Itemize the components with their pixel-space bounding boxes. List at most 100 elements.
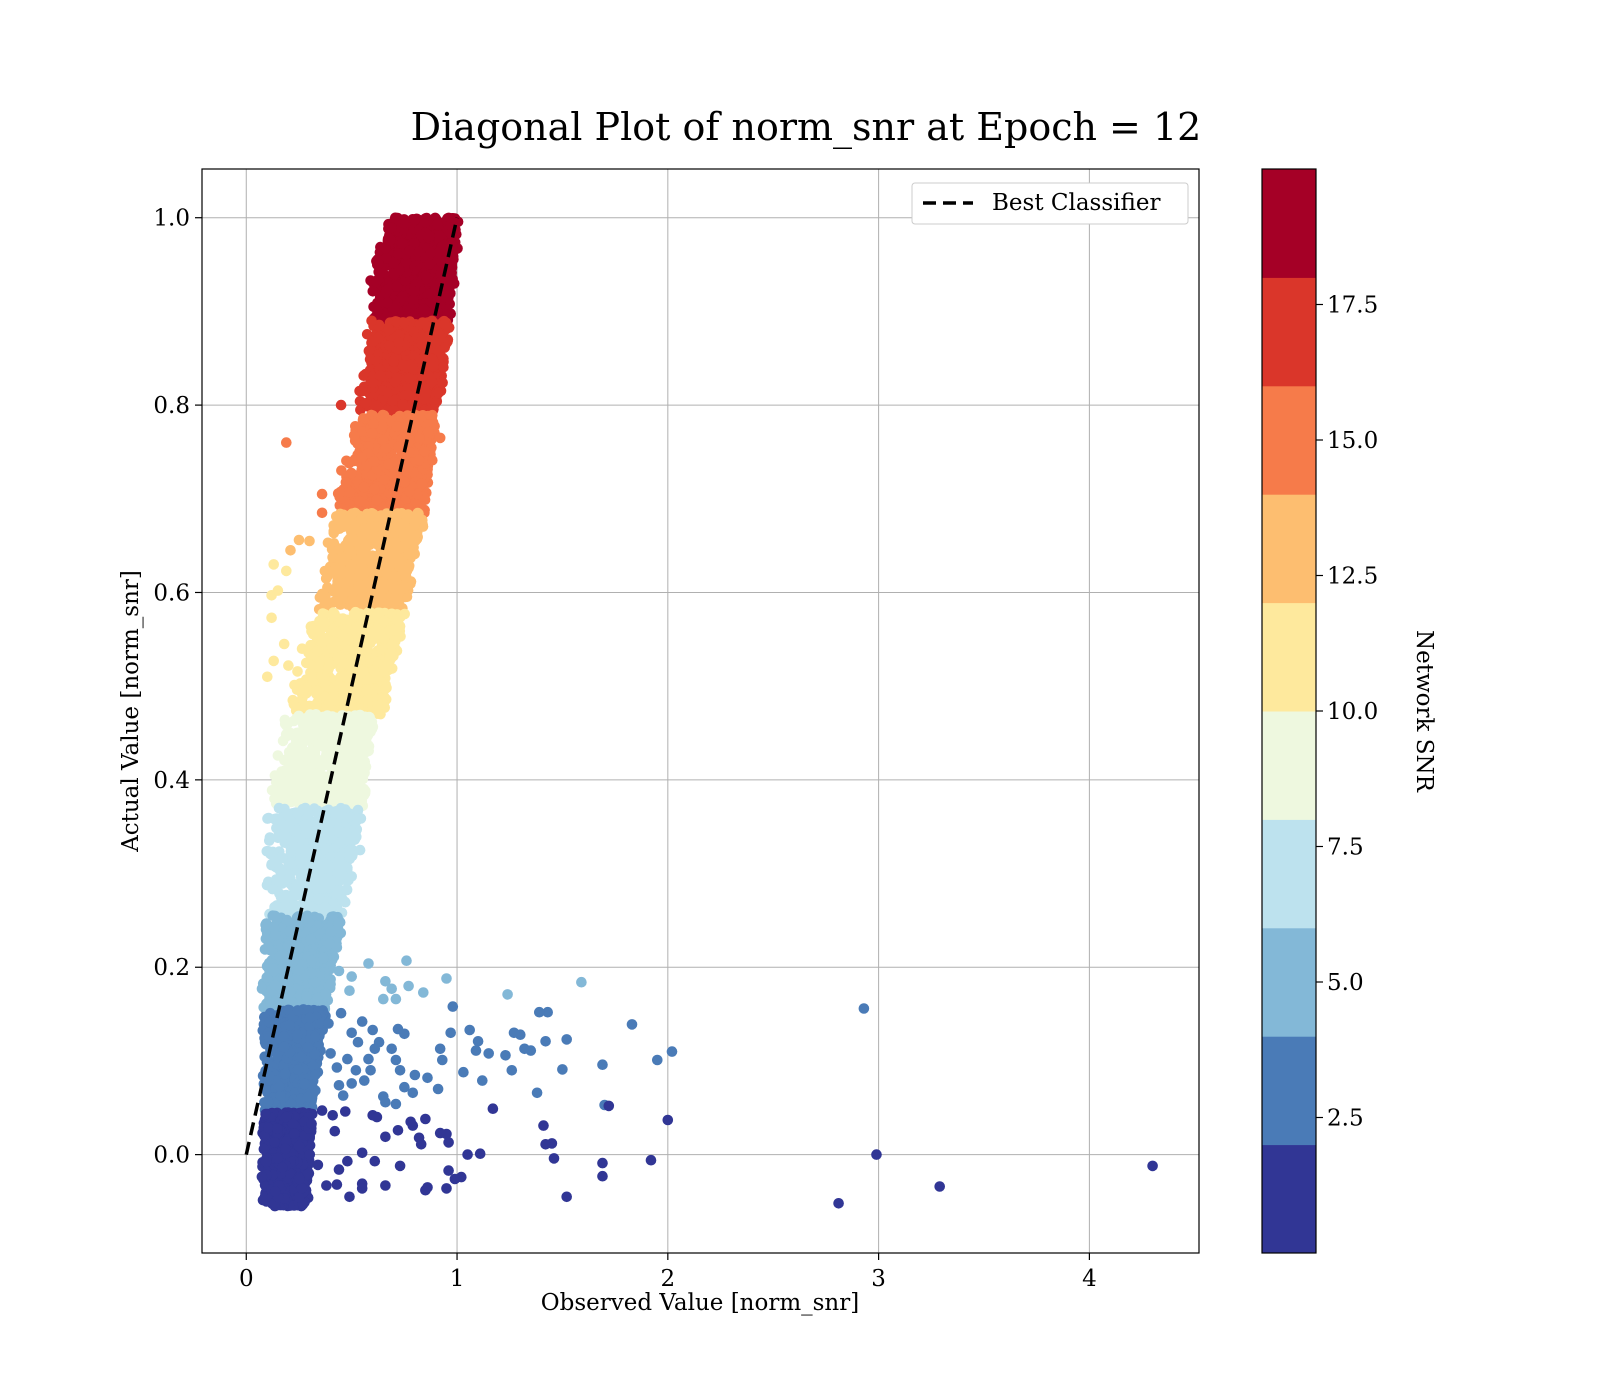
scatter-point	[337, 869, 348, 880]
scatter-point	[434, 230, 446, 241]
scatter-point	[354, 754, 366, 765]
scatter-point	[404, 486, 415, 497]
scatter-point	[380, 443, 392, 454]
scatter-point	[331, 596, 343, 608]
scatter-point	[372, 305, 384, 317]
scatter-point	[430, 280, 442, 292]
scatter-point	[339, 578, 351, 589]
scatter-point	[312, 645, 323, 657]
scatter-point	[392, 508, 403, 519]
scatter-point	[339, 670, 350, 682]
scatter-point	[344, 486, 356, 498]
scatter-point	[359, 523, 371, 534]
scatter-point	[388, 355, 399, 367]
scatter-point	[371, 494, 383, 506]
scatter-point	[279, 714, 291, 726]
scatter-point	[425, 247, 437, 259]
scatter-point	[322, 873, 334, 884]
scatter-point	[264, 835, 275, 846]
scatter-point	[402, 389, 414, 401]
scatter-point	[327, 610, 339, 621]
scatter-point	[313, 740, 324, 752]
scatter-point	[291, 880, 302, 891]
scatter-point	[427, 455, 438, 466]
scatter-point	[391, 421, 403, 432]
scatter-point	[292, 758, 304, 769]
scatter-point	[280, 901, 292, 912]
scatter-point	[416, 478, 428, 490]
scatter-point	[367, 377, 379, 389]
scatter-point	[419, 332, 431, 344]
scatter-point	[368, 456, 380, 467]
scatter-point	[432, 344, 443, 356]
scatter-point	[330, 627, 342, 638]
scatter-point	[392, 594, 403, 606]
scatter-point	[389, 624, 400, 636]
scatter-point	[421, 387, 432, 399]
scatter-point	[364, 354, 376, 365]
scatter-point	[327, 727, 338, 739]
chart-title: Diagonal Plot of norm_snr at Epoch = 12	[411, 105, 1202, 150]
scatter-point	[353, 583, 364, 595]
scatter-point	[357, 768, 369, 780]
scatter-point	[359, 398, 371, 409]
scatter-point	[328, 683, 340, 694]
scatter-point	[273, 854, 285, 865]
scatter-point	[386, 640, 397, 651]
scatter-point	[324, 826, 335, 837]
scatter-point	[349, 597, 361, 608]
scatter-point	[346, 508, 358, 519]
scatter-point	[341, 764, 353, 775]
scatter-point	[391, 614, 402, 626]
scatter-point	[320, 596, 332, 608]
scatter-point	[356, 557, 367, 568]
scatter-point	[400, 275, 411, 287]
scatter-point	[300, 819, 312, 830]
scatter-point	[376, 594, 387, 606]
scatter-point	[300, 845, 312, 857]
scatter-point	[385, 234, 396, 246]
scatter-point	[437, 377, 448, 389]
scatter-point	[439, 318, 450, 330]
scatter-point	[344, 545, 356, 557]
scatter-point	[329, 637, 340, 648]
scatter-point	[362, 644, 373, 656]
scatter-point	[403, 548, 414, 560]
scatter-point	[333, 543, 345, 554]
scatter-point	[324, 861, 335, 873]
scatter-point	[388, 583, 399, 594]
scatter-point	[310, 757, 321, 769]
scatter-point	[368, 418, 379, 429]
scatter-point	[311, 768, 322, 779]
scatter-point	[328, 525, 340, 537]
scatter-point	[369, 521, 381, 532]
scatter-point	[383, 324, 395, 336]
scatter-point	[338, 587, 349, 598]
scatter-point	[355, 667, 367, 679]
scatter-point	[443, 284, 455, 295]
scatter-point	[378, 615, 390, 627]
scatter-point	[388, 257, 400, 269]
scatter-point	[413, 454, 425, 466]
scatter-point	[306, 779, 318, 790]
scatter-point	[368, 483, 380, 495]
scatter-point	[443, 292, 454, 304]
scatter-point	[424, 231, 436, 242]
scatter-point	[274, 863, 286, 874]
scatter-point	[380, 683, 391, 695]
scatter-point	[418, 317, 429, 329]
scatter-point	[419, 304, 430, 316]
scatter-point	[419, 446, 430, 457]
scatter-point	[348, 609, 360, 620]
scatter-point	[329, 567, 341, 579]
scatter-point	[412, 246, 424, 258]
scatter-point	[414, 433, 425, 444]
scatter-point	[445, 270, 457, 281]
scatter-point	[295, 871, 307, 882]
scatter-point	[423, 426, 434, 438]
scatter-point	[360, 719, 372, 730]
scatter-point	[341, 477, 352, 489]
scatter-point	[432, 219, 443, 230]
scatter-point	[362, 694, 373, 705]
